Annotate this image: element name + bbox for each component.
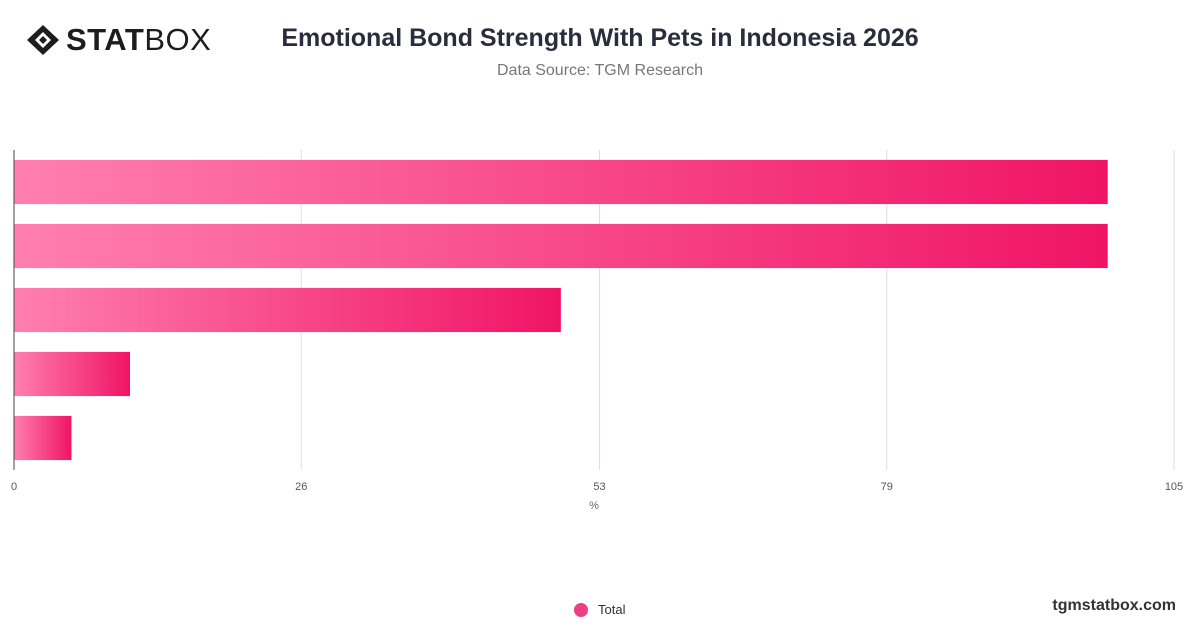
x-tick-label: 105 bbox=[1165, 481, 1183, 493]
logo-text-stat: STAT bbox=[66, 22, 145, 57]
bar[interactable] bbox=[14, 223, 1108, 269]
bar[interactable] bbox=[14, 351, 130, 397]
legend-marker bbox=[574, 602, 588, 617]
bar[interactable] bbox=[14, 415, 72, 461]
statbox-diamond-icon bbox=[27, 25, 59, 55]
x-tick-label: 0 bbox=[11, 481, 17, 493]
legend[interactable]: Total bbox=[574, 602, 625, 617]
chart-subtitle: Data Source: TGM Research bbox=[496, 62, 703, 79]
x-axis-title: % bbox=[589, 500, 599, 512]
bar[interactable] bbox=[14, 159, 1108, 205]
website-label: tgmstatbox.com bbox=[1052, 597, 1176, 614]
x-tick-label: 26 bbox=[295, 481, 307, 493]
x-tick-label: 53 bbox=[593, 481, 605, 493]
chart-title: Emotional Bond Strength With Pets in Ind… bbox=[281, 24, 919, 52]
x-tick-label: 79 bbox=[881, 481, 893, 493]
statbox-logo: STATBOX bbox=[26, 24, 211, 56]
legend-label-total: Total bbox=[598, 602, 626, 617]
bar[interactable] bbox=[14, 287, 561, 333]
logo-text-box: BOX bbox=[144, 22, 212, 57]
